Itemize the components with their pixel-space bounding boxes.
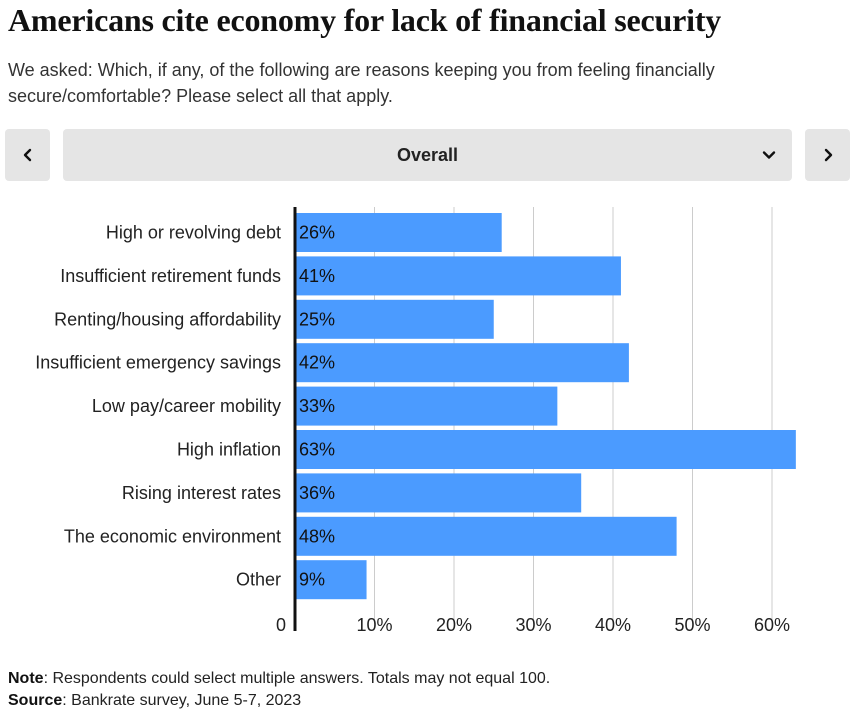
data-label: 26% <box>299 223 335 243</box>
category-label: Rising interest rates <box>122 483 281 503</box>
category-label: Insufficient retirement funds <box>60 266 281 286</box>
bar-chart: High or revolving debt 26% Insufficient re… <box>35 207 796 635</box>
bar <box>295 473 582 513</box>
chart-title: Americans cite economy for lack of finan… <box>8 2 722 38</box>
x-tick-label: 60% <box>754 615 790 635</box>
chevron-right-icon <box>824 148 832 162</box>
bar <box>295 343 629 383</box>
x-tick-label: 10% <box>356 615 392 635</box>
next-button[interactable] <box>805 129 850 181</box>
bar <box>295 516 677 556</box>
category-label: High inflation <box>177 440 281 460</box>
category-label: High or revolving debt <box>106 223 281 243</box>
category-label: Insufficient emergency savings <box>35 353 281 373</box>
category-label: The economic environment <box>64 526 281 546</box>
category-label: Low pay/career mobility <box>92 396 281 416</box>
dropdown-selected-value: Overall <box>396 145 459 165</box>
source-label: Source <box>8 692 63 709</box>
chart-notes: Note: Respondents could select multiple … <box>8 668 550 712</box>
category-label: Other <box>236 570 281 590</box>
note-text: : Respondents could select multiple answ… <box>43 670 551 687</box>
data-label: 63% <box>299 440 335 460</box>
data-label: 41% <box>299 266 335 286</box>
previous-button[interactable] <box>5 129 50 181</box>
data-label: 48% <box>299 526 335 546</box>
bar <box>295 256 621 296</box>
category-label: Renting/housing affordability <box>54 309 281 329</box>
data-label: 42% <box>299 353 335 373</box>
bar <box>295 560 367 600</box>
x-tick-label: 0 <box>276 615 286 635</box>
x-tick-label: 30% <box>515 615 551 635</box>
chevron-left-icon <box>23 148 31 162</box>
bar <box>295 213 502 252</box>
note-label: Note <box>8 670 44 687</box>
data-label: 33% <box>299 396 335 416</box>
data-label: 25% <box>299 309 335 329</box>
note-line: Note: Respondents could select multiple … <box>8 668 550 690</box>
chevron-down-icon <box>762 151 776 159</box>
bar <box>295 299 494 339</box>
x-tick-label: 50% <box>674 615 710 635</box>
bar <box>295 430 796 469</box>
data-label: 36% <box>299 483 335 503</box>
x-tick-label: 20% <box>436 615 472 635</box>
x-tick-label: 40% <box>595 615 631 635</box>
chart-subtitle: We asked: Which, if any, of the followin… <box>8 60 715 106</box>
bar <box>295 386 558 426</box>
source-line: Source: Bankrate survey, June 5-7, 2023 <box>8 690 550 712</box>
data-label: 9% <box>299 570 325 590</box>
segment-dropdown[interactable]: Overall <box>63 129 792 181</box>
source-text: : Bankrate survey, June 5-7, 2023 <box>62 692 302 709</box>
